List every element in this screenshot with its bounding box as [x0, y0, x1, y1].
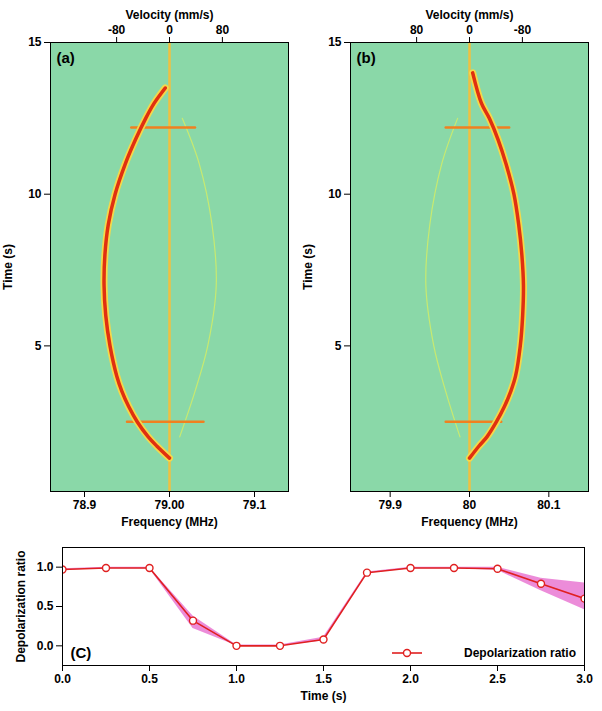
svg-text:80: 80 [410, 23, 424, 37]
svg-text:(C): (C) [71, 644, 92, 661]
svg-text:3.0: 3.0 [576, 672, 593, 686]
svg-text:(b): (b) [357, 49, 376, 66]
svg-text:Time (s): Time (s) [1, 244, 15, 290]
svg-text:10: 10 [28, 187, 42, 201]
svg-text:80.1: 80.1 [537, 498, 561, 512]
svg-text:79.9: 79.9 [378, 498, 402, 512]
svg-text:Frequency (MHz): Frequency (MHz) [421, 515, 518, 529]
svg-text:0.5: 0.5 [37, 599, 54, 613]
svg-text:Depolarization ratio: Depolarization ratio [14, 550, 28, 662]
svg-text:(a): (a) [57, 49, 75, 66]
svg-text:0.5: 0.5 [141, 672, 158, 686]
svg-text:79.00: 79.00 [154, 498, 184, 512]
svg-text:79.1: 79.1 [243, 498, 267, 512]
svg-text:5: 5 [335, 339, 342, 353]
svg-text:Depolarization ratio: Depolarization ratio [464, 646, 576, 660]
svg-text:0: 0 [166, 23, 173, 37]
svg-text:15: 15 [328, 35, 342, 49]
svg-text:2.5: 2.5 [489, 672, 506, 686]
svg-text:2.0: 2.0 [402, 672, 419, 686]
svg-text:-80: -80 [514, 23, 532, 37]
svg-text:0: 0 [466, 23, 473, 37]
svg-text:10: 10 [328, 187, 342, 201]
svg-text:1.0: 1.0 [37, 560, 54, 574]
svg-text:78.9: 78.9 [73, 498, 97, 512]
svg-text:15: 15 [28, 35, 42, 49]
svg-text:Frequency (MHz): Frequency (MHz) [121, 515, 218, 529]
svg-text:Time (s): Time (s) [301, 244, 315, 290]
svg-text:0.0: 0.0 [37, 639, 54, 653]
svg-text:Time (s): Time (s) [301, 689, 347, 703]
svg-text:1.5: 1.5 [315, 672, 332, 686]
svg-text:5: 5 [35, 339, 42, 353]
svg-text:-80: -80 [108, 23, 126, 37]
svg-text:Velocity (mm/s): Velocity (mm/s) [425, 8, 513, 22]
svg-text:1.0: 1.0 [228, 672, 245, 686]
svg-text:0.0: 0.0 [54, 672, 71, 686]
svg-text:80: 80 [463, 498, 477, 512]
svg-text:80: 80 [216, 23, 230, 37]
svg-text:Velocity (mm/s): Velocity (mm/s) [125, 8, 213, 22]
